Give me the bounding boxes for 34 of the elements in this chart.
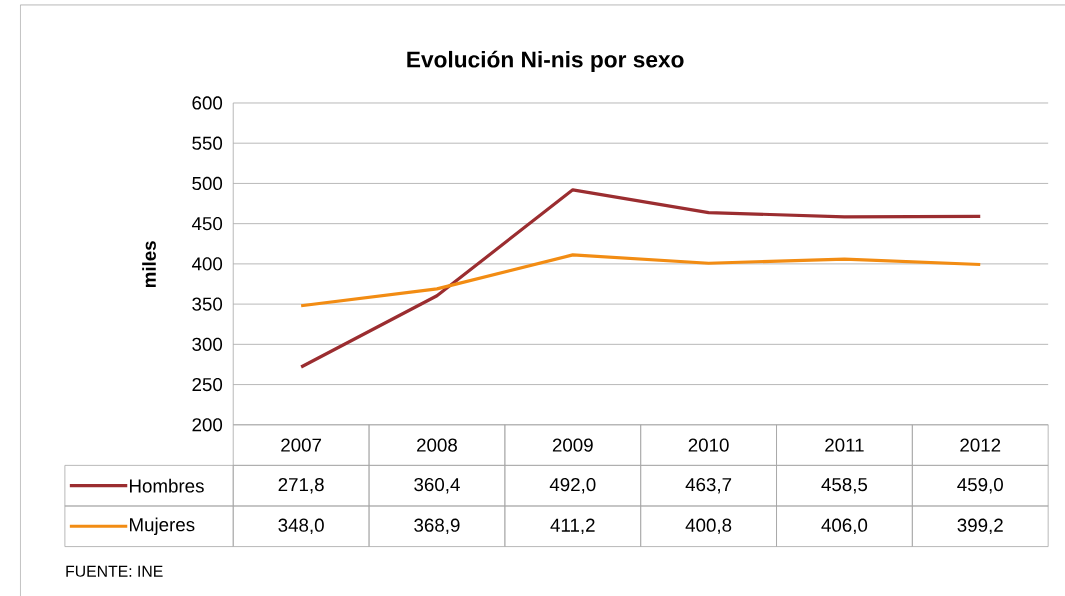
x-tick-label: 2011 [825, 438, 864, 452]
x-tick-label: 2012 [960, 438, 1001, 452]
line-series [299, 188, 982, 369]
data-label: 360,4 [414, 477, 460, 494]
data-label: 400,8 [685, 518, 732, 534]
line-series [299, 253, 982, 308]
y-tick-label: 550 [192, 136, 223, 150]
x-tick-label: 2007 [281, 438, 322, 452]
legend-label: Mujeres [129, 517, 195, 535]
data-label: 348,0 [278, 518, 324, 534]
data-label: 459,0 [957, 477, 1003, 494]
y-tick-label: 450 [191, 216, 223, 231]
x-tick-label: 2009 [552, 438, 593, 452]
x-tick-label: 2010 [688, 438, 729, 452]
y-tick-label: 500 [192, 176, 223, 191]
y-tick-label: 350 [192, 297, 223, 311]
y-tick-label: 400 [191, 257, 223, 271]
data-label: 492,0 [549, 477, 596, 494]
data-label: 458,5 [821, 477, 868, 494]
x-tick-label: 2008 [417, 438, 457, 452]
data-label: 399,2 [957, 518, 1003, 534]
data-label: 406,0 [821, 518, 868, 534]
legend-label: Hombres [129, 478, 204, 493]
y-tick-label: 200 [192, 418, 223, 432]
source-note: FUENTE: INE [66, 565, 163, 577]
y-tick-label: 600 [192, 96, 223, 110]
data-label: 463,7 [685, 477, 732, 494]
y-tick-label: 300 [192, 337, 223, 351]
y-axis-title: miles [142, 241, 156, 288]
data-label: 271,8 [278, 477, 324, 494]
data-label: 368,9 [414, 518, 460, 534]
y-tick-label: 250 [192, 377, 223, 392]
chart-title: Evolución Ni-nis por sexo [407, 50, 684, 73]
data-label: 411,2 [550, 518, 595, 534]
